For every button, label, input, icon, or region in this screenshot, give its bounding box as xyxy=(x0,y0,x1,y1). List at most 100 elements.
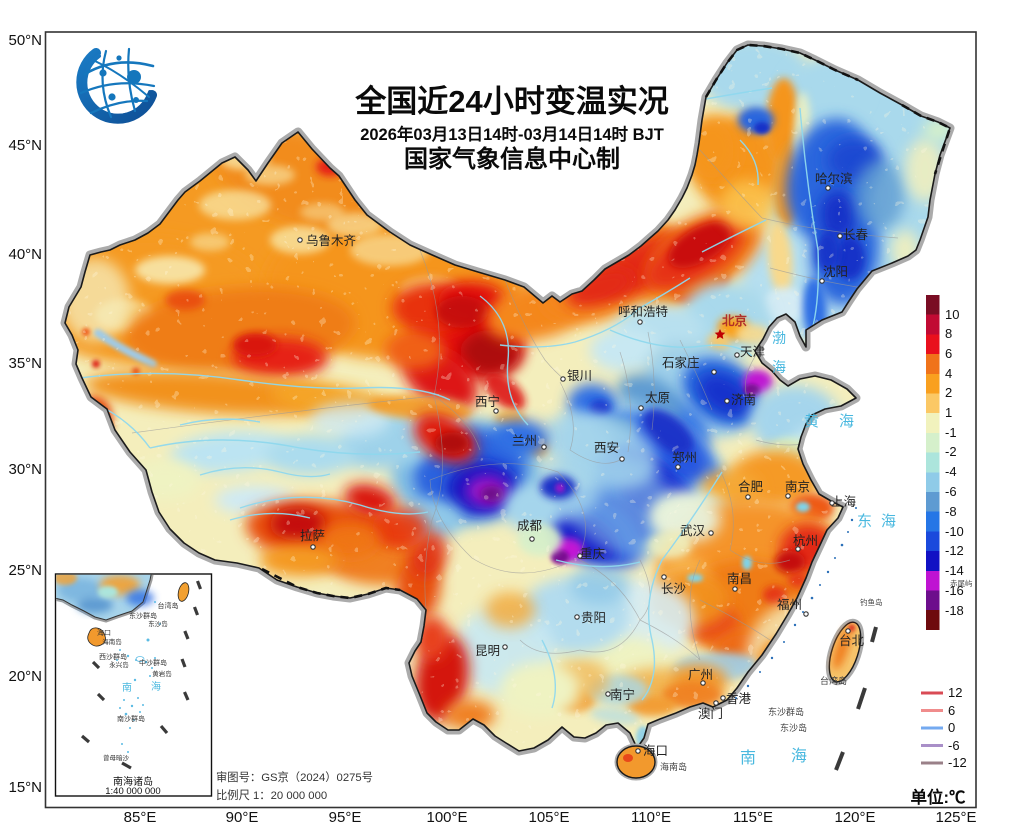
svg-text:黄: 黄 xyxy=(804,413,819,430)
svg-text:85°E: 85°E xyxy=(124,809,157,826)
svg-text:台北: 台北 xyxy=(839,633,865,648)
svg-text:香港: 香港 xyxy=(726,692,752,706)
svg-text:兰州: 兰州 xyxy=(512,434,537,448)
svg-text:上海: 上海 xyxy=(831,494,857,509)
svg-text:黄岩岛: 黄岩岛 xyxy=(152,669,172,678)
svg-text:40°N: 40°N xyxy=(8,246,42,263)
svg-text:渤: 渤 xyxy=(772,330,786,346)
svg-text:银川: 银川 xyxy=(567,369,592,383)
svg-text:天津: 天津 xyxy=(740,345,765,359)
svg-text:西宁: 西宁 xyxy=(475,394,500,409)
svg-text:西安: 西安 xyxy=(594,440,619,455)
svg-text:海: 海 xyxy=(151,680,161,693)
svg-text:乌鲁木齐: 乌鲁木齐 xyxy=(306,233,357,248)
svg-text:15°N: 15°N xyxy=(8,779,42,796)
svg-text:武汉: 武汉 xyxy=(680,524,706,538)
svg-text:拉萨: 拉萨 xyxy=(300,528,325,543)
svg-text:东沙群岛: 东沙群岛 xyxy=(768,706,804,717)
svg-text:合肥: 合肥 xyxy=(738,479,764,494)
svg-text:南宁: 南宁 xyxy=(610,687,635,702)
svg-text:杭州: 杭州 xyxy=(793,533,818,548)
svg-text:单位:℃: 单位:℃ xyxy=(911,787,966,807)
svg-text:105°E: 105°E xyxy=(528,809,569,826)
svg-text:全国近24小时变温实况: 全国近24小时变温实况 xyxy=(354,84,668,119)
svg-text:澳门: 澳门 xyxy=(698,706,723,721)
svg-text:2: 2 xyxy=(945,385,952,400)
svg-text:110°E: 110°E xyxy=(631,809,671,826)
svg-text:中沙群岛: 中沙群岛 xyxy=(139,658,167,667)
svg-text:济南: 济南 xyxy=(731,392,756,407)
svg-text:钓鱼岛: 钓鱼岛 xyxy=(860,597,883,607)
svg-text:4: 4 xyxy=(945,366,952,381)
svg-text:125°E: 125°E xyxy=(935,809,976,826)
svg-text:-6: -6 xyxy=(948,738,960,753)
svg-text:海: 海 xyxy=(839,413,854,430)
svg-text:长沙: 长沙 xyxy=(661,582,687,596)
svg-text:南昌: 南昌 xyxy=(727,571,752,586)
svg-text:8: 8 xyxy=(945,326,952,341)
svg-text:南海诸岛: 南海诸岛 xyxy=(113,775,153,788)
svg-text:北京: 北京 xyxy=(722,313,748,328)
svg-text:90°E: 90°E xyxy=(226,809,259,826)
svg-text:东沙岛: 东沙岛 xyxy=(780,722,807,733)
svg-text:审图号：GS京（2024）0275号: 审图号：GS京（2024）0275号 xyxy=(216,770,373,784)
svg-text:30°N: 30°N xyxy=(8,461,42,478)
svg-text:东沙岛: 东沙岛 xyxy=(148,619,168,628)
svg-text:12: 12 xyxy=(948,685,962,700)
svg-text:郑州: 郑州 xyxy=(672,450,697,465)
svg-text:-16: -16 xyxy=(945,583,964,598)
svg-text:1: 1 xyxy=(945,405,952,420)
svg-text:太原: 太原 xyxy=(645,390,670,405)
svg-text:海口: 海口 xyxy=(97,628,111,637)
svg-text:呼和浩特: 呼和浩特 xyxy=(618,304,668,319)
svg-text:-4: -4 xyxy=(945,464,957,479)
svg-text:石家庄: 石家庄 xyxy=(662,355,700,370)
svg-text:-8: -8 xyxy=(945,504,957,519)
svg-text:115°E: 115°E xyxy=(733,809,773,826)
svg-text:赤尾屿: 赤尾屿 xyxy=(950,579,973,588)
svg-text:100°E: 100°E xyxy=(426,809,467,826)
svg-text:6: 6 xyxy=(948,703,955,718)
svg-text:广州: 广州 xyxy=(688,668,713,682)
svg-text:曾母暗沙: 曾母暗沙 xyxy=(103,753,130,762)
svg-text:-1: -1 xyxy=(945,425,957,440)
svg-text:海: 海 xyxy=(772,359,786,375)
svg-text:-12: -12 xyxy=(945,543,964,558)
svg-text:120°E: 120°E xyxy=(834,809,875,826)
svg-text:重庆: 重庆 xyxy=(580,546,606,561)
svg-text:海南岛: 海南岛 xyxy=(660,761,687,772)
svg-text:沈阳: 沈阳 xyxy=(823,264,848,279)
svg-text:海南岛: 海南岛 xyxy=(102,637,122,646)
svg-text:贵阳: 贵阳 xyxy=(581,611,606,625)
svg-text:-6: -6 xyxy=(945,484,957,499)
svg-text:福州: 福州 xyxy=(777,597,802,612)
svg-text:南京: 南京 xyxy=(785,479,810,494)
svg-text:西沙群岛: 西沙群岛 xyxy=(99,652,127,661)
svg-text:-14: -14 xyxy=(945,563,964,578)
svg-text:-12: -12 xyxy=(948,755,967,770)
svg-text:6: 6 xyxy=(945,346,952,361)
svg-text:50°N: 50°N xyxy=(8,32,42,49)
svg-text:比例尺 1：20 000 000: 比例尺 1：20 000 000 xyxy=(216,788,327,802)
svg-text:45°N: 45°N xyxy=(8,137,42,154)
svg-text:台湾岛: 台湾岛 xyxy=(820,675,847,686)
svg-text:10: 10 xyxy=(945,307,959,322)
svg-text:国家气象信息中心制: 国家气象信息中心制 xyxy=(404,145,620,173)
svg-text:1:40 000 000: 1:40 000 000 xyxy=(105,786,160,797)
svg-text:0: 0 xyxy=(948,720,955,735)
svg-text:南: 南 xyxy=(122,681,132,694)
svg-text:-2: -2 xyxy=(945,444,957,459)
svg-text:20°N: 20°N xyxy=(8,668,42,685)
svg-text:台湾岛: 台湾岛 xyxy=(158,601,179,610)
svg-text:2026年03月13日14时-03月14日14时 BJT: 2026年03月13日14时-03月14日14时 BJT xyxy=(360,124,664,144)
svg-text:东沙群岛: 东沙群岛 xyxy=(129,611,157,620)
svg-text:35°N: 35°N xyxy=(8,355,42,372)
svg-text:哈尔滨: 哈尔滨 xyxy=(815,171,853,186)
svg-text:海: 海 xyxy=(791,747,807,765)
svg-text:昆明: 昆明 xyxy=(475,644,500,658)
svg-text:海: 海 xyxy=(881,513,896,530)
svg-text:-10: -10 xyxy=(945,524,964,539)
svg-text:南沙群岛: 南沙群岛 xyxy=(117,714,145,723)
svg-text:永兴岛: 永兴岛 xyxy=(109,660,129,669)
svg-text:成都: 成都 xyxy=(517,519,543,533)
